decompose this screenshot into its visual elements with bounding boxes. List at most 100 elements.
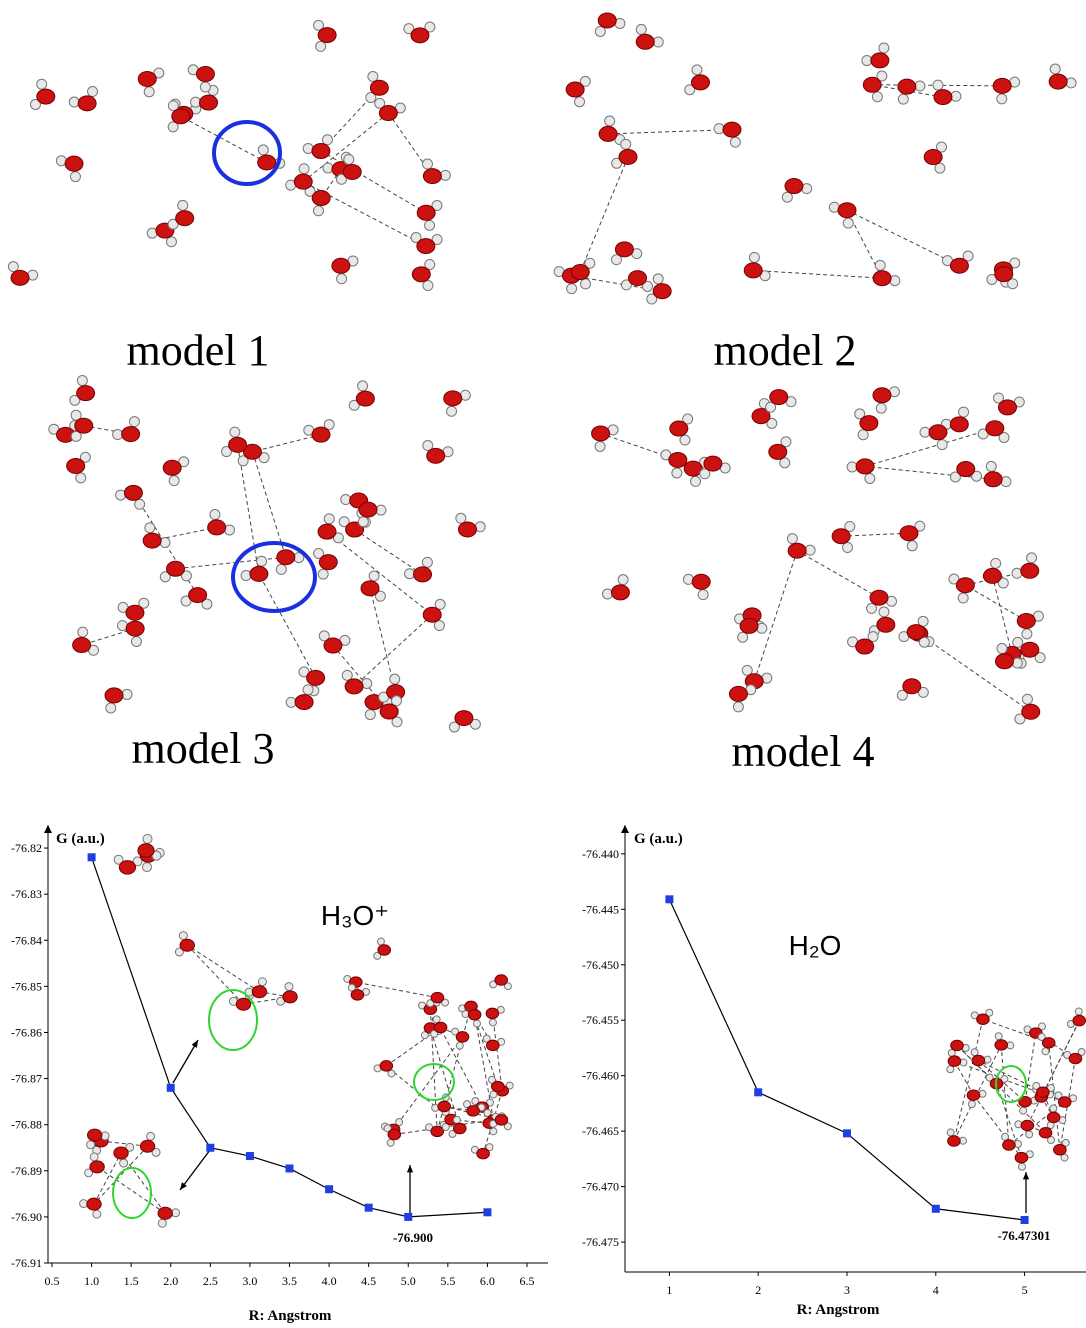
oxygen-atom xyxy=(653,284,671,299)
oxygen-atom xyxy=(998,400,1016,415)
oxygen-atom xyxy=(78,96,96,111)
oxygen-atom xyxy=(495,975,508,986)
oxygen-atom xyxy=(126,605,144,620)
hydrogen-atom xyxy=(390,674,400,684)
hydrogen-atom xyxy=(303,685,313,695)
hydrogen-atom xyxy=(241,571,251,581)
oxygen-atom xyxy=(351,990,364,1001)
hydrogen-atom xyxy=(847,462,857,472)
oxygen-atom xyxy=(379,106,397,121)
hydrogen-atom xyxy=(88,87,98,97)
x-tick-label: 4.0 xyxy=(322,1274,337,1288)
hydrogen-atom xyxy=(862,56,872,66)
oxygen-atom xyxy=(871,53,889,68)
hydrogen-atom xyxy=(131,637,141,647)
hydrogen-atom xyxy=(653,274,663,284)
oxygen-atom xyxy=(832,529,850,544)
x-tick-label: 0.5 xyxy=(45,1274,60,1288)
data-point xyxy=(206,1144,214,1152)
oxygen-atom xyxy=(87,1198,101,1210)
hydrogen-atom xyxy=(90,1153,98,1161)
molecular-models xyxy=(8,13,1085,1227)
oxygen-atom xyxy=(138,71,156,86)
oxygen-atom xyxy=(380,704,398,719)
hydrogen-atom xyxy=(653,37,663,47)
hydrogen-atom xyxy=(621,139,631,149)
oxygen-atom xyxy=(948,1056,961,1067)
hydrogen-atom xyxy=(322,135,332,145)
x-tick-label: 5 xyxy=(1022,1283,1028,1297)
oxygen-atom xyxy=(378,945,391,956)
oxygen-atom xyxy=(417,205,435,220)
hydrogen-atom xyxy=(1013,637,1023,647)
oxygen-atom xyxy=(744,263,762,278)
oxygen-atom xyxy=(929,425,947,440)
y-tick-label: -76.86 xyxy=(11,1025,42,1039)
hydrogen-atom xyxy=(1020,1107,1027,1114)
hydrogen-bond xyxy=(187,945,243,1004)
oxygen-atom xyxy=(860,416,878,431)
oxygen-atom xyxy=(740,618,758,633)
arrow-head xyxy=(180,1182,187,1190)
hydrogen-bond xyxy=(252,435,321,452)
oxygen-atom xyxy=(332,258,350,273)
hydrogen-atom xyxy=(276,564,286,574)
hydrogen-atom xyxy=(595,441,605,451)
hydrogen-atom xyxy=(365,710,375,720)
hydrogen-bond xyxy=(841,533,909,536)
oxygen-atom xyxy=(143,533,161,548)
oxygen-atom xyxy=(252,986,266,998)
oxygen-atom xyxy=(898,79,916,94)
y-tick-label: -76.440 xyxy=(582,847,619,861)
hydrogen-atom xyxy=(286,697,296,707)
oxygen-atom xyxy=(863,77,881,92)
y-tick-label: -76.450 xyxy=(582,958,619,972)
oxygen-atom xyxy=(995,267,1013,282)
hydrogen-atom xyxy=(76,473,86,483)
oxygen-atom xyxy=(65,156,83,171)
hydrogen-atom xyxy=(490,1128,497,1135)
oxygen-atom xyxy=(359,502,377,517)
oxygen-atom xyxy=(294,174,312,189)
hydrogen-atom xyxy=(179,932,187,940)
oxygen-atom xyxy=(1037,1087,1050,1098)
oxygen-atom xyxy=(1069,1053,1082,1064)
oxygen-atom xyxy=(924,150,942,165)
oxygen-atom xyxy=(67,458,85,473)
hydrogen-atom xyxy=(37,79,47,89)
oxygen-atom xyxy=(856,639,874,654)
oxygen-atom xyxy=(873,388,891,403)
hydrogen-atom xyxy=(387,1139,394,1146)
x-tick-label: 4.5 xyxy=(361,1274,376,1288)
hydrogen-atom xyxy=(423,159,433,169)
hydrogen-atom xyxy=(1018,1163,1025,1170)
hydrogen-atom xyxy=(440,170,450,180)
oxygen-atom xyxy=(870,590,888,605)
oxygen-atom xyxy=(119,861,135,875)
x-tick-label: 2.0 xyxy=(163,1274,178,1288)
y-tick-label: -76.88 xyxy=(11,1118,42,1132)
oxygen-atom xyxy=(619,149,637,164)
hydrogen-atom xyxy=(142,863,151,872)
oxygen-atom xyxy=(956,578,974,593)
hydrogen-atom xyxy=(787,534,797,544)
oxygen-atom xyxy=(723,122,741,137)
hydrogen-atom xyxy=(230,427,240,437)
oxygen-atom xyxy=(1022,704,1040,719)
oxygen-atom xyxy=(200,95,218,110)
oxygen-atom xyxy=(312,144,330,159)
oxygen-atom xyxy=(636,34,654,49)
hydrogen-atom xyxy=(453,1116,460,1123)
y-tick-label: -76.90 xyxy=(11,1210,42,1224)
y-tick-label: -76.89 xyxy=(11,1164,42,1178)
data-point xyxy=(404,1213,412,1221)
oxygen-atom xyxy=(993,78,1011,93)
oxygen-atom xyxy=(427,448,445,463)
oxygen-atom xyxy=(934,90,952,105)
data-point xyxy=(167,1084,175,1092)
hydrogen-atom xyxy=(595,26,605,36)
hydrogen-atom xyxy=(968,1101,975,1108)
oxygen-atom xyxy=(486,1008,499,1019)
hydrogen-atom xyxy=(135,499,145,509)
oxygen-atom xyxy=(983,568,1001,583)
